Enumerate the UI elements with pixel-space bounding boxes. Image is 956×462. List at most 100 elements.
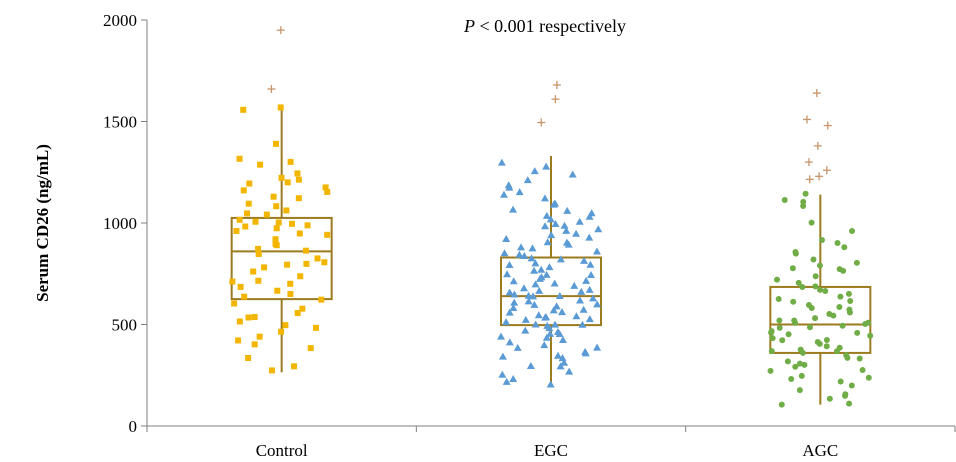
data-point (283, 207, 290, 214)
data-point (255, 277, 262, 284)
data-point (555, 291, 564, 299)
data-point (849, 228, 856, 235)
data-point (546, 329, 555, 337)
data-point (236, 155, 243, 162)
data-point (509, 205, 518, 213)
data-point (572, 312, 581, 320)
data-point (542, 162, 551, 170)
group-control (229, 26, 333, 374)
data-point (531, 259, 540, 267)
data-point (273, 203, 280, 210)
data-point (282, 322, 289, 329)
data-point (255, 250, 262, 257)
iqr-box (230, 216, 333, 301)
data-point (304, 222, 311, 229)
data-point (297, 273, 304, 280)
x-category-label: Control (256, 441, 308, 460)
data-point (502, 234, 511, 242)
data-point (235, 337, 242, 344)
data-point (284, 179, 291, 186)
data-point (799, 284, 806, 291)
data-point (250, 268, 257, 275)
data-point (837, 378, 844, 385)
data-point (237, 283, 244, 290)
data-point (808, 219, 815, 226)
data-point (585, 315, 594, 323)
data-point (579, 305, 588, 313)
data-point (816, 340, 823, 347)
data-point (842, 392, 849, 399)
data-point (303, 260, 310, 267)
data-point (529, 292, 538, 300)
data-point (562, 226, 571, 234)
labels: Control EGC AGC Serum CD26 (ng/mL) P < 0.001… (33, 16, 838, 460)
data-point (543, 238, 552, 246)
data-point (792, 250, 799, 257)
data-point (826, 395, 833, 402)
data-point (509, 304, 518, 312)
data-point (295, 195, 302, 202)
data-point (524, 297, 533, 305)
data-point (535, 286, 544, 294)
data-point (846, 309, 853, 316)
y-axis-title: Serum CD26 (ng/mL) (33, 144, 52, 302)
data-point (256, 333, 263, 340)
data-point (526, 361, 535, 369)
data-point (244, 210, 251, 217)
data-point (530, 300, 539, 308)
data-point (287, 280, 294, 287)
data-point (837, 293, 844, 300)
data-point (556, 255, 565, 263)
data-point (795, 279, 802, 286)
data-point (497, 332, 506, 340)
data-point (784, 358, 791, 365)
data-point (284, 261, 291, 268)
data-point (540, 341, 549, 349)
data-point (519, 284, 528, 292)
y-tick-label: 2000 (103, 11, 137, 30)
data-point (854, 329, 861, 336)
data-point (558, 308, 567, 316)
data-point (541, 313, 550, 321)
data-point (798, 372, 805, 379)
data-point (515, 250, 524, 258)
data-point (546, 380, 555, 388)
data-point (816, 262, 823, 269)
p-value-symbol: P (463, 16, 475, 36)
data-point (549, 200, 558, 208)
data-point (530, 167, 539, 175)
data-point (536, 274, 545, 282)
data-point (321, 259, 328, 266)
data-point (593, 343, 602, 351)
data-point (587, 270, 596, 278)
data-point (792, 363, 799, 370)
data-point (294, 310, 301, 317)
data-point (789, 265, 796, 272)
data-point (796, 387, 803, 394)
data-point (594, 225, 603, 233)
data-point (799, 349, 806, 356)
data-point (792, 319, 799, 326)
data-point (823, 336, 830, 343)
data-point (278, 328, 285, 335)
data-point (779, 337, 786, 344)
data-point (560, 358, 569, 366)
data-point (593, 300, 602, 308)
data-point (245, 200, 252, 207)
p-value-annotation: P < 0.001 respectively (463, 16, 626, 36)
data-point (800, 202, 807, 209)
groups (229, 26, 874, 408)
data-point (251, 341, 258, 348)
data-point (836, 303, 843, 310)
data-point (572, 229, 581, 237)
data-point (812, 283, 819, 290)
data-point (233, 227, 240, 234)
data-point (552, 302, 561, 310)
data-point (299, 305, 306, 312)
data-point (521, 326, 530, 334)
data-point (521, 315, 530, 323)
data-point (810, 256, 817, 263)
data-point (236, 216, 243, 223)
group-egc (497, 80, 603, 388)
